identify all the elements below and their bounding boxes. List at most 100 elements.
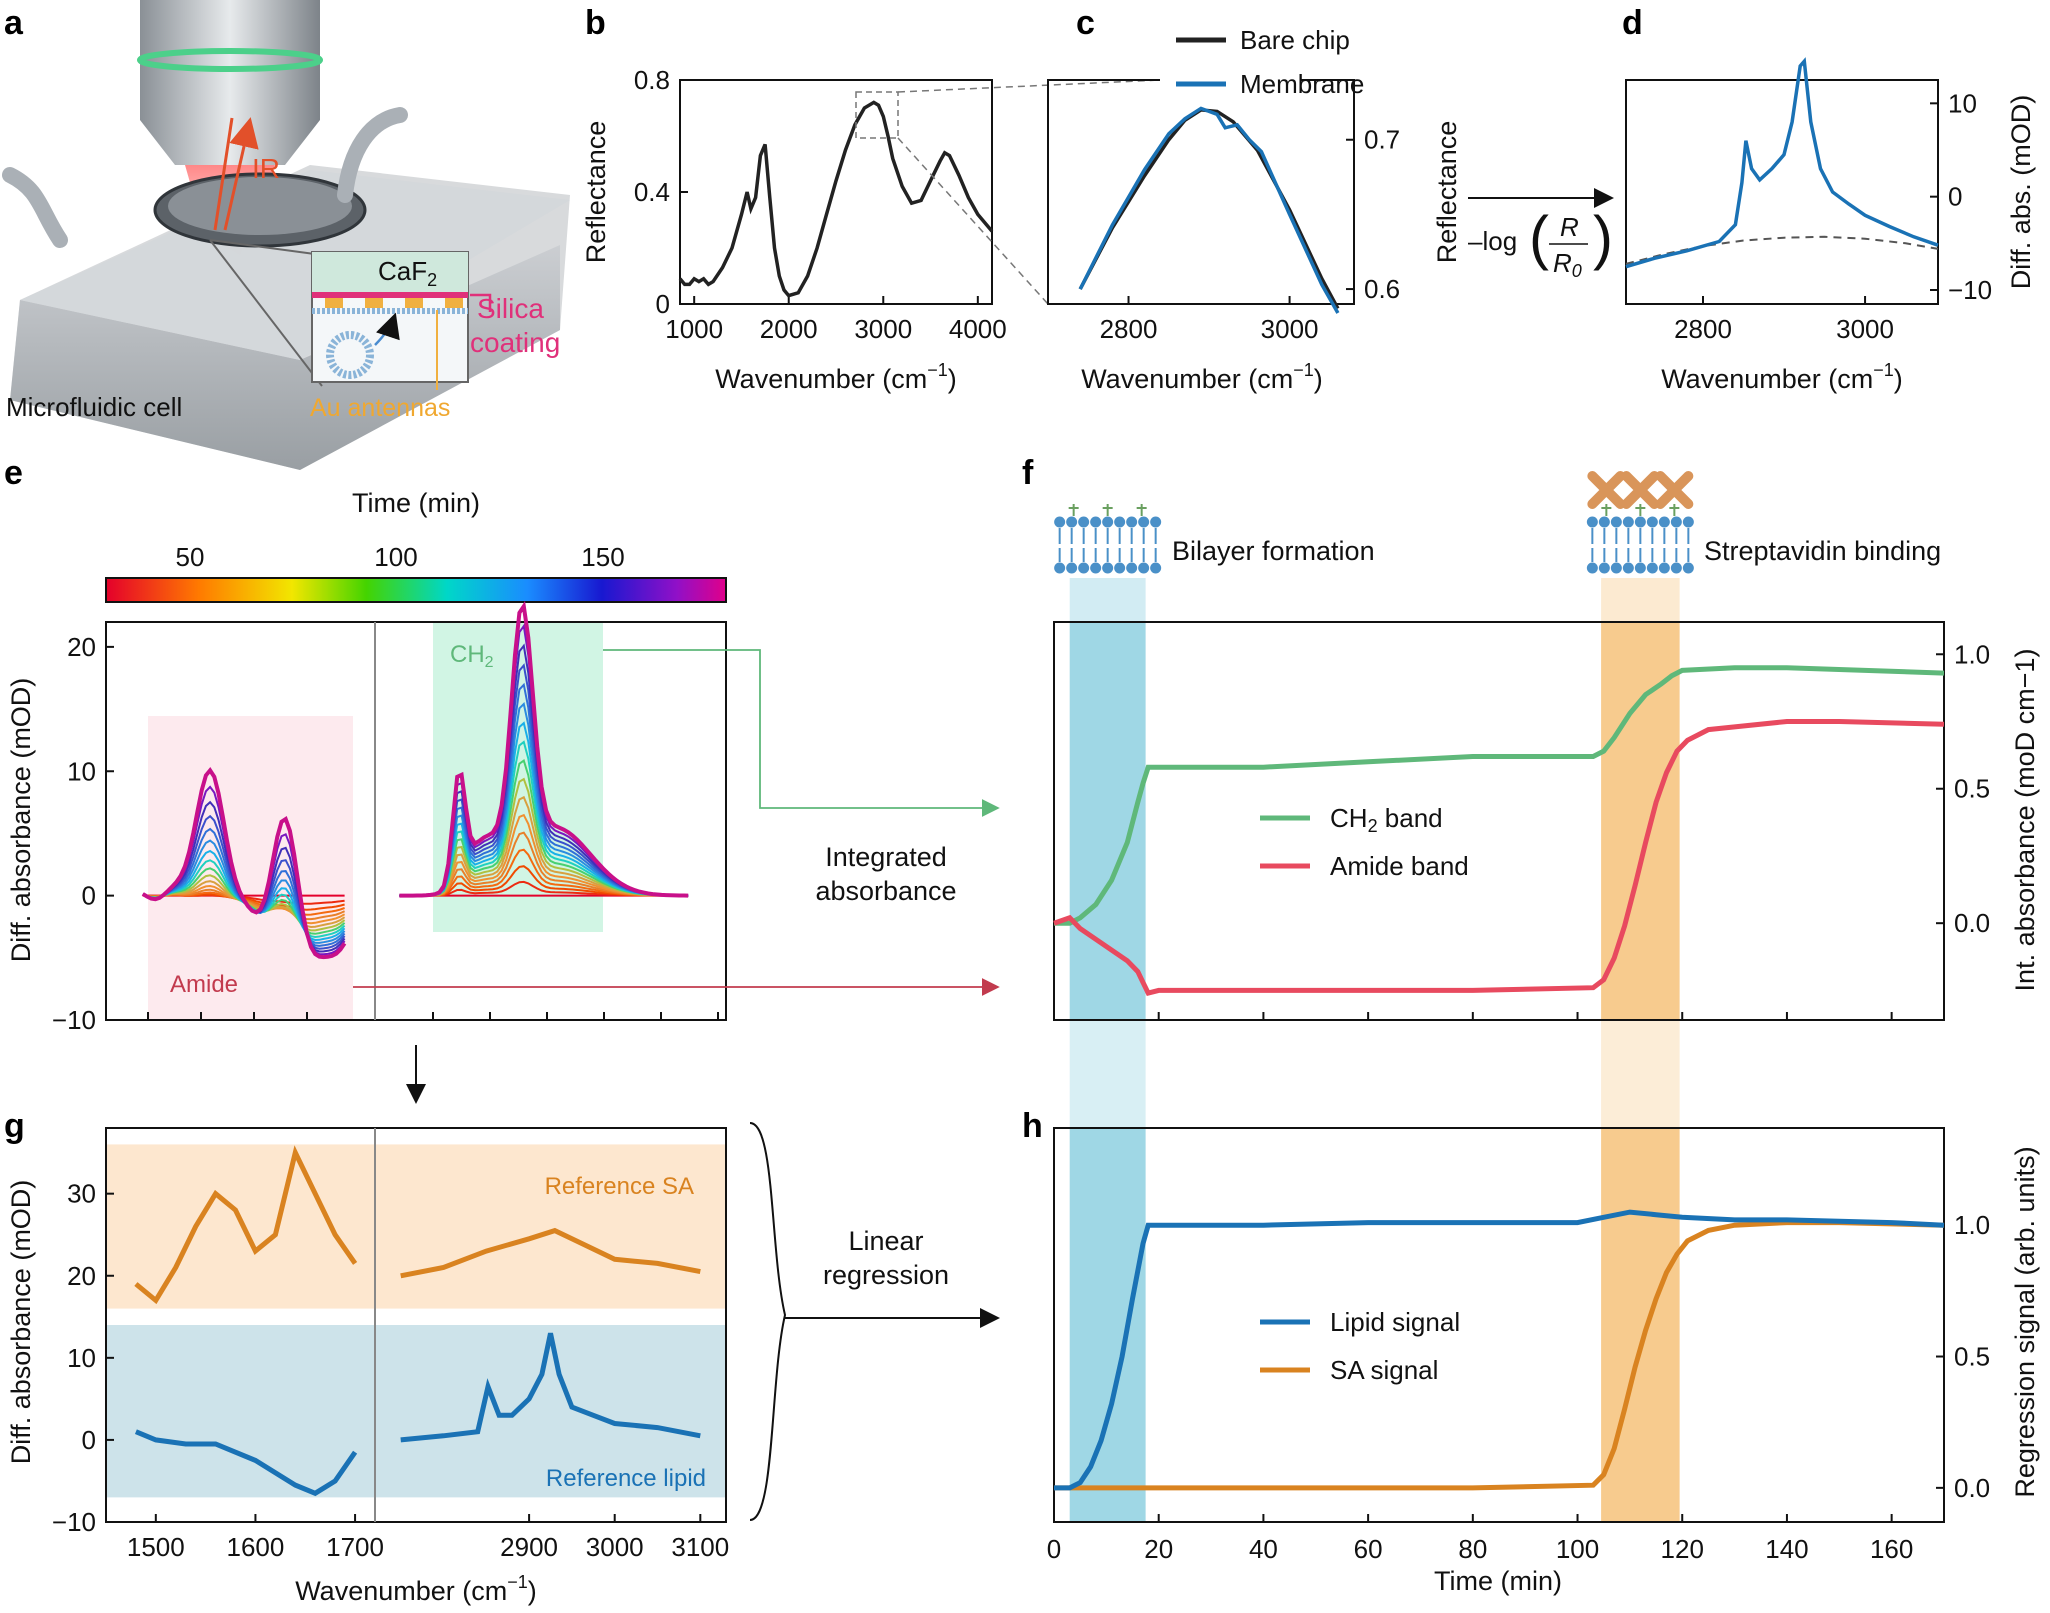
linear-label-1: Linear: [848, 1226, 923, 1256]
streptavidin-binding-label: Streptavidin binding: [1704, 536, 1941, 566]
chart-c-ytick: 0.7: [1364, 125, 1400, 155]
reference-sa-line-amide: [134, 1145, 358, 1305]
spectrum-ch2-16: [399, 600, 689, 898]
chart-g-xtick: 1600: [227, 1532, 285, 1562]
chart-c-xtick: 3000: [1261, 314, 1319, 344]
chart-h-xtick: 120: [1661, 1534, 1704, 1564]
chart-c-xtick: 2800: [1100, 314, 1158, 344]
reference-sa-label: Reference SA: [545, 1173, 694, 1200]
panel-label-d: d: [1622, 4, 1643, 42]
chart-e-ytick: 0: [82, 881, 96, 911]
panel-label-a: a: [4, 4, 24, 42]
amide-label: Amide: [170, 971, 238, 998]
chart-c-xlabel: Wavenumber (cm−1): [1081, 360, 1323, 394]
chart-h-ylabel: Regression signal (arb. units): [2010, 1146, 2040, 1497]
chart-g-xlabel: Wavenumber (cm−1): [295, 1572, 537, 1606]
silica-label-1: Silica: [477, 293, 544, 324]
chart-h-xtick: 40: [1249, 1534, 1278, 1564]
au-antennas-label: Au antennas: [310, 394, 450, 422]
colorbar-tick-150: 150: [581, 542, 624, 572]
colorbar-tick-50: 50: [176, 542, 205, 572]
chart-e-curves: [141, 600, 689, 960]
chart-d-ytick: −10: [1948, 275, 1992, 305]
tube-right: [337, 107, 408, 203]
chart-g: −10 0 10 20 30 1500 1600 1700 2900 3000 3100 Refer…: [6, 1122, 1000, 1606]
chart-h-xtick: 0: [1047, 1534, 1061, 1564]
chart-e: Time (min) 50 100 150 −10 0 10 20 Amide CH2…: [6, 488, 1000, 1104]
chart-g-xtick: 3100: [671, 1532, 729, 1562]
chart-e-ytick: 20: [67, 632, 96, 662]
svg-text:CaF2: CaF2: [378, 256, 437, 290]
chart-g-ytick: 10: [67, 1343, 96, 1373]
chart-d-frame: [1625, 79, 1939, 305]
chart-b-xlabel: Wavenumber (cm−1): [715, 360, 957, 394]
chart-b-ytick: 0.4: [634, 177, 670, 207]
zoom-box: [855, 91, 899, 139]
chart-d-xtick: 2800: [1674, 314, 1732, 344]
ch2-sub: 2: [485, 654, 494, 671]
svg-text:(: (: [1529, 204, 1549, 271]
brace: [749, 1122, 787, 1521]
legend-membrane-label: Membrane: [1240, 69, 1364, 99]
chart-b-frame: [679, 79, 993, 305]
chart-d-ytick: 0: [1948, 182, 1962, 212]
reference-lipid-band: [106, 1325, 726, 1498]
reference-lipid-line-ch2: [400, 1332, 701, 1443]
colorbar-title: Time (min): [352, 488, 480, 518]
panel-label-g: g: [4, 1107, 25, 1145]
chart-g-ytick: 30: [67, 1179, 96, 1209]
chart-h-ytick: 1.0: [1954, 1210, 1990, 1240]
chart-d-ytick: 10: [1948, 88, 1977, 118]
chart-g-ytick: 20: [67, 1261, 96, 1291]
legend-sa-label: SA signal: [1330, 1355, 1438, 1385]
chart-c-ytick: 0.6: [1364, 274, 1400, 304]
chart-h-xtick: 160: [1870, 1534, 1913, 1564]
chart-g-frame: [105, 1127, 727, 1523]
chart-e-ytick: −10: [52, 1005, 96, 1035]
event-bands: [1069, 578, 1680, 1522]
transform-arrow: –log ( R R0 ): [1468, 188, 1614, 281]
cell-body: [10, 245, 560, 470]
ch2-label: CH: [450, 641, 485, 668]
caf2-label: CaF: [378, 256, 427, 286]
svg-text:): ): [1593, 204, 1613, 271]
reference-lipid-label: Reference lipid: [546, 1465, 706, 1492]
chart-b-ytick: 0.8: [634, 65, 670, 95]
silica-label-2: coating: [470, 327, 560, 358]
chart-b-xtick: 1000: [665, 314, 723, 344]
chart-g-ylabel: Diff. absorbance (mOD): [6, 1180, 36, 1465]
chart-e-ylabel: Diff. absorbance (mOD): [6, 678, 36, 963]
chart-f-ylabel: Int. absorbance (moD cm−1): [2010, 649, 2040, 992]
chart-d-xtick: 3000: [1836, 314, 1894, 344]
chart-b-line: [678, 100, 994, 298]
colorbar-tick-100: 100: [374, 542, 417, 572]
chart-g-ytick: 0: [82, 1425, 96, 1455]
chart-c: 2800 3000 0.6 0.7 Bare chip Membrane Reflec…: [1047, 25, 1462, 394]
svg-text:R0: R0: [1553, 248, 1582, 281]
streptavidin-band-h: [1601, 1128, 1680, 1522]
integrated-label-2: absorbance: [815, 876, 956, 906]
bilayer-formation-label: Bilayer formation: [1172, 536, 1375, 566]
reference-sa-band: [106, 1144, 726, 1309]
chart-b-xtick: 4000: [949, 314, 1007, 344]
panel-label-h: h: [1022, 1107, 1043, 1145]
chart-h-ytick: 0.0: [1954, 1473, 1990, 1503]
chart-g-xtick: 2900: [500, 1532, 558, 1562]
chart-f-ytick: 0.5: [1954, 774, 1990, 804]
chart-e-frame: [105, 621, 727, 1021]
chart-h-xtick: 140: [1765, 1534, 1808, 1564]
chart-c-frame: [1047, 79, 1355, 305]
panel-label-f: f: [1022, 454, 1034, 492]
svg-text:CH2: CH2: [450, 641, 494, 671]
chart-h-xlabel: Time (min): [1434, 1566, 1562, 1596]
chart-c-membrane-line: [1078, 106, 1340, 314]
chart-h-frame: [1053, 1127, 1945, 1523]
chart-d-xlabel: Wavenumber (cm−1): [1661, 360, 1903, 394]
chart-d-signal: [1625, 57, 1939, 269]
ir-arrow-up: [223, 117, 259, 231]
chart-h-xtick: 60: [1354, 1534, 1383, 1564]
tube-left: [2, 167, 68, 248]
panel-label-b: b: [585, 4, 606, 42]
transform-den-sub: 0: [1572, 261, 1582, 281]
